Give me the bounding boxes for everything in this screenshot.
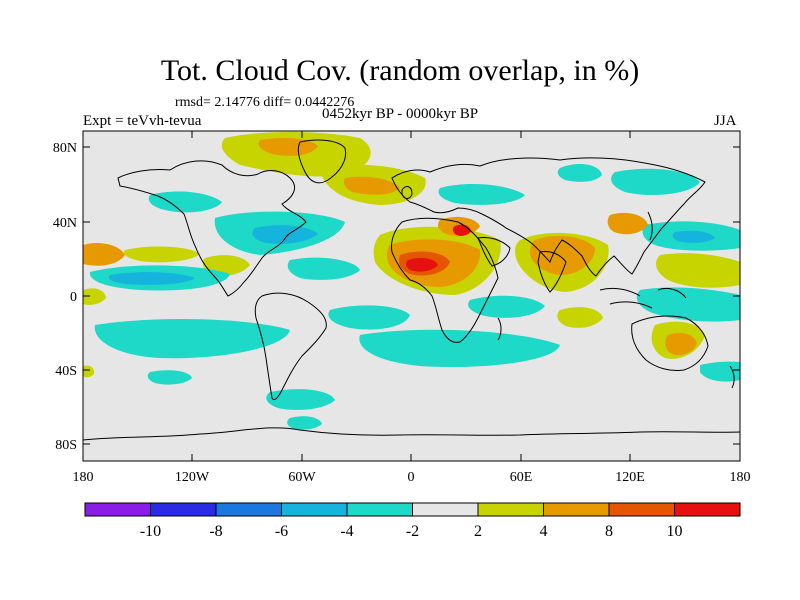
anomaly-greenland-orange — [258, 138, 318, 156]
colorbar-labels: -10 -8 -6 -4 -2 2 4 8 10 — [140, 523, 683, 540]
colorbar-label: 2 — [474, 523, 482, 540]
colorbar-label: 4 — [540, 523, 548, 540]
anomaly-east-pacific-orange — [83, 243, 125, 266]
lon-label-180e: 180 — [730, 470, 751, 485]
coastline-greenland — [297, 139, 347, 184]
anomaly-east-pacific-yellow — [124, 246, 200, 263]
anomaly-northwest-pacific-core — [672, 230, 715, 243]
anomaly-south-atlantic-negative — [328, 305, 410, 330]
anomaly-tropical-pacific-core — [108, 272, 195, 285]
colorbar-swatch — [608, 502, 675, 517]
colorbar-swatch — [674, 502, 741, 517]
anomaly-north-pacific-negative — [148, 191, 222, 213]
experiment-label: Expt = teVvh-tevua — [83, 113, 202, 129]
anomaly-southern-pacific-small — [147, 370, 192, 385]
coastline-new-zealand — [729, 365, 735, 389]
colorbar-label: -10 — [140, 523, 161, 540]
anomaly-north-america-negative-core — [252, 225, 318, 244]
lon-label-60w: 60W — [288, 470, 316, 485]
anomaly-south-indian-positive — [557, 307, 603, 328]
anomaly-indian-ocean-negative — [468, 295, 545, 318]
longitude-labels: 180 120W 60W 0 60E 120E 180 — [73, 470, 751, 485]
lon-label-180w: 180 — [73, 470, 94, 485]
anomaly-south-pacific-negative — [94, 318, 290, 359]
anomaly-southwest-edge-positive — [83, 365, 95, 378]
coastline-madagascar — [497, 317, 502, 341]
season-label: JJA — [714, 113, 737, 129]
anomaly-east-asia-orange — [607, 212, 648, 235]
rmsd-diff-stats: rmsd= 2.14776 diff= 0.0442276 — [175, 95, 355, 110]
anomaly-pacific-west-edge — [83, 288, 106, 305]
lat-label-0: 0 — [70, 290, 77, 305]
colorbar-swatch — [477, 502, 544, 517]
coastline-australia — [631, 315, 709, 371]
colorbar-swatch — [543, 502, 610, 517]
anomaly-northeurope-orange — [343, 176, 400, 195]
lon-label-120w: 120W — [175, 470, 210, 485]
coastline-japan — [647, 211, 653, 241]
anomaly-australia-orange — [665, 332, 697, 356]
lat-label-80n: 80N — [53, 141, 77, 156]
colorbar-swatch — [346, 502, 413, 517]
anomaly-field — [83, 132, 740, 430]
period-label: 0452kyr BP - 0000kyr BP — [322, 106, 479, 122]
anomaly-antarctic-negative — [287, 416, 322, 430]
coastline-antarctica — [83, 427, 740, 441]
anomaly-siberia-negative — [611, 168, 700, 195]
colorbar-swatch — [84, 502, 151, 517]
anomaly-west-pacific-positive — [656, 253, 740, 288]
map-title: Tot. Cloud Cov. (random overlap, in %) — [160, 54, 640, 87]
coastline-arabia — [477, 237, 511, 267]
colorbar-label: -6 — [275, 523, 288, 540]
lon-label-0: 0 — [408, 470, 415, 485]
lon-label-120e: 120E — [615, 470, 645, 485]
anomaly-india-orange — [530, 235, 595, 275]
coastline-india — [537, 251, 567, 293]
anomaly-southern-atlantic-negative2 — [266, 389, 335, 410]
colorbar-label: -8 — [209, 523, 222, 540]
anomaly-west-pacific-negative — [636, 287, 740, 322]
coastline-south-america — [254, 292, 327, 401]
coastlines — [83, 139, 740, 441]
colorbar-label: 8 — [605, 523, 613, 540]
coastline-eurasia — [391, 157, 706, 277]
axis-ticks — [83, 131, 740, 461]
lat-label-40s: 40S — [55, 364, 77, 379]
colorbar-label: 10 — [667, 523, 683, 540]
colorbar-swatch — [215, 502, 282, 517]
coastline-north-america — [117, 160, 307, 297]
anomaly-central-asia-negative — [557, 164, 602, 182]
coastline-indonesia — [599, 287, 687, 309]
latitude-labels: 80N 40N 0 40S 80S — [53, 141, 77, 453]
colorbar-swatch — [150, 502, 217, 517]
colorbar — [84, 502, 741, 517]
anomaly-sahel-red — [405, 257, 438, 272]
anomaly-tropical-atlantic-negative — [287, 257, 360, 280]
lon-label-60e: 60E — [510, 470, 533, 485]
anomaly-north-atlantic-negative — [438, 184, 525, 205]
coastline-uk — [401, 186, 413, 199]
lat-label-40n: 40N — [53, 216, 77, 231]
colorbar-swatch — [281, 502, 348, 517]
colorbar-label: -2 — [406, 523, 419, 540]
lat-label-80s: 80S — [55, 438, 77, 453]
anomaly-southern-ocean-negative — [359, 329, 560, 368]
colorbar-label: -4 — [340, 523, 353, 540]
colorbar-swatch — [412, 502, 479, 517]
